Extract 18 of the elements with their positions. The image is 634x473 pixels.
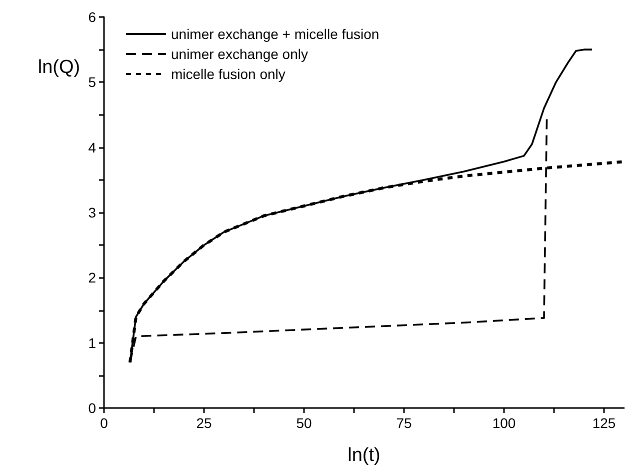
y-tick-label: 0 [88,400,96,416]
y-axis-title: ln(Q) [38,57,80,78]
x-tick-label: 100 [492,415,516,431]
x-axis-title: ln(t) [348,445,380,466]
y-tick-label: 2 [88,270,96,286]
x-tick-label: 125 [592,415,616,431]
x-tick-label: 25 [196,415,212,431]
y-tick-label: 3 [88,204,96,220]
y-tick-label: 4 [88,139,96,156]
y-tick-label: 5 [88,74,96,90]
y-tick-label: 6 [88,9,96,25]
y-tick-label: 1 [88,334,96,351]
x-tick-label: 0 [100,415,108,431]
legend-label: unimer exchange only [171,46,308,62]
legend-label: micelle fusion only [171,66,286,82]
x-tick-label: 75 [396,415,412,431]
x-tick-label: 50 [296,415,312,431]
legend-label: unimer exchange + micelle fusion [171,26,380,42]
